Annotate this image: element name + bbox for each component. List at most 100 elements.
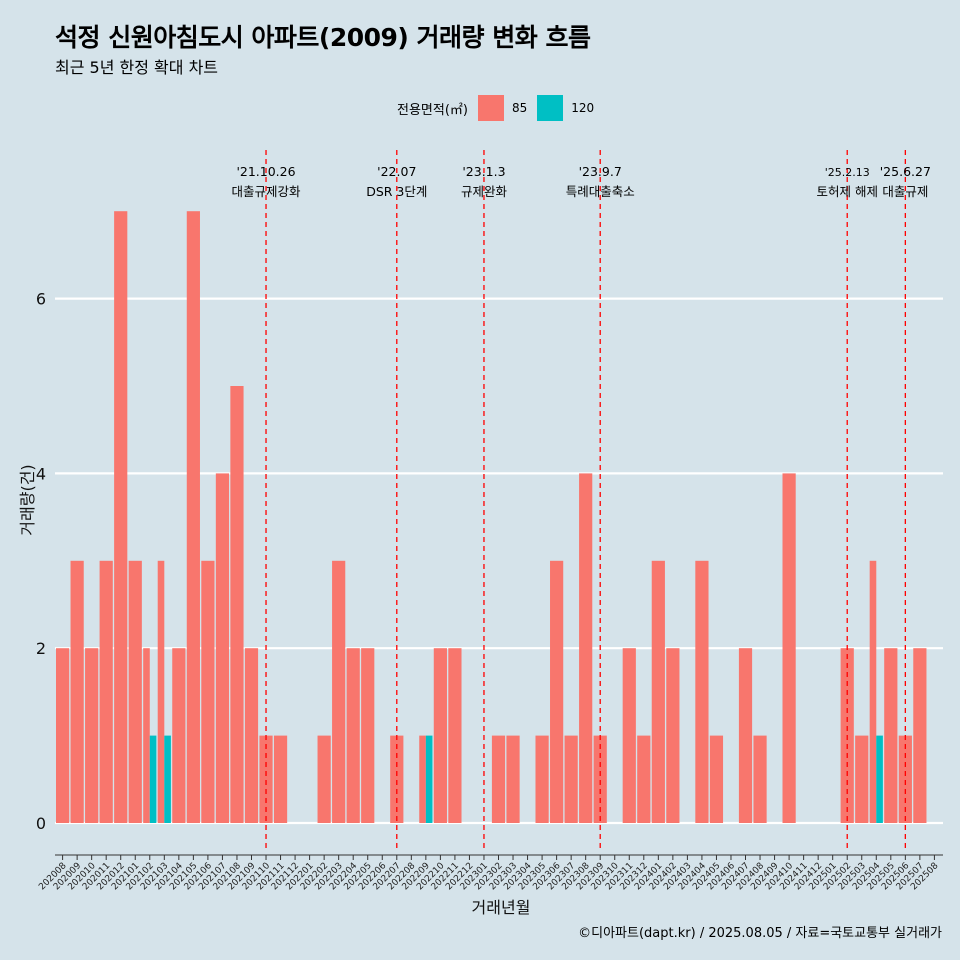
bar-85: [448, 648, 462, 823]
bar-85: [884, 648, 898, 823]
x-tick-label: 202308: [560, 861, 592, 893]
x-tick-label: 202012: [95, 861, 126, 892]
x-tick-label: 202407: [720, 861, 751, 892]
x-tick-label: 202102: [125, 861, 156, 892]
x-tick-label: 202212: [444, 861, 475, 892]
legend-title: 전용면적(㎡): [397, 102, 468, 118]
x-tick-label: 202402: [648, 861, 679, 892]
event-date: '25.6.27: [880, 164, 931, 179]
source-caption: ©디아파트(dapt.kr) / 2025.08.05 / 자료=국토교통부 실…: [578, 926, 942, 941]
chart-title: 석정 신원아침도시 아파트(2009) 거래량 변화 흐름: [55, 23, 591, 52]
x-axis-title: 거래년월: [472, 898, 531, 917]
x-tick-label: 202309: [575, 861, 607, 893]
bar-85: [622, 648, 636, 823]
bar-85: [913, 648, 927, 823]
event-label: 규제완화: [461, 184, 508, 199]
x-tick-label: 202008: [37, 861, 69, 893]
x-tick-label: 202210: [415, 861, 447, 893]
x-tick-label: 202506: [880, 861, 912, 893]
x-tick-label: 202310: [589, 861, 621, 893]
y-tick-label: 4: [36, 464, 46, 483]
bar-85: [346, 648, 360, 823]
bar-85: [738, 648, 753, 823]
bar-85: [898, 735, 912, 823]
x-tick-label: 202303: [488, 861, 519, 892]
x-tick-label: 202410: [764, 861, 796, 893]
x-tick-label: 202504: [851, 861, 883, 893]
bar-85: [390, 735, 404, 823]
bar-120: [149, 735, 157, 823]
x-tick-label: 202403: [662, 861, 693, 892]
event-date: '23.1.3: [462, 164, 505, 179]
bar-85: [564, 735, 578, 823]
x-tick-label: 202412: [793, 861, 824, 892]
bar-85: [201, 560, 215, 823]
x-tick-label: 202110: [241, 861, 273, 893]
legend: 전용면적(㎡) 85 120: [397, 94, 594, 122]
event-label: 대출규제: [882, 184, 928, 199]
event-label: 특례대출축소: [566, 184, 635, 199]
bar-85: [99, 560, 113, 823]
bar-85: [172, 648, 186, 823]
bar-85: [840, 648, 854, 823]
x-tick-label: 202204: [328, 861, 360, 893]
x-tick-label: 202202: [299, 861, 330, 892]
legend-swatch-120: [537, 95, 564, 121]
bar-85: [506, 735, 520, 823]
bar-85: [143, 648, 150, 823]
bar-120: [876, 735, 883, 823]
x-tick-label: 202104: [154, 861, 186, 893]
y-tick-label: 6: [36, 290, 46, 309]
x-tick-label: 202411: [778, 861, 809, 892]
bar-85: [186, 211, 200, 823]
x-tick-label: 202211: [430, 861, 461, 892]
event-date: '22.07: [377, 164, 416, 179]
y-tick-label: 2: [36, 639, 46, 658]
x-tick-label: 202107: [197, 861, 228, 892]
bar-85: [157, 560, 165, 823]
bar-85: [85, 648, 99, 823]
x-tick-label: 202507: [895, 861, 926, 892]
event-label: DSR 3단계: [366, 184, 427, 199]
bar-85: [579, 473, 593, 823]
x-tick-label: 202401: [633, 861, 664, 892]
y-tick-label: 0: [36, 814, 46, 833]
x-tick-label: 202010: [66, 861, 98, 893]
x-tick-label: 202406: [706, 861, 738, 893]
bar-85: [128, 560, 142, 823]
x-tick-label: 202306: [531, 861, 563, 893]
bar-85: [651, 560, 665, 823]
bar-85: [535, 735, 549, 823]
bar-85: [332, 560, 346, 823]
x-tick-label: 202209: [401, 861, 433, 893]
legend-swatch-85: [477, 95, 504, 121]
x-tick-label: 202304: [502, 861, 534, 893]
bar-85: [709, 735, 724, 823]
bar-85: [215, 473, 230, 823]
x-tick-label: 202409: [749, 861, 781, 893]
chart-subtitle: 최근 5년 한정 확대 차트: [55, 58, 219, 77]
bar-85: [782, 473, 796, 823]
x-tick-label: 202009: [52, 861, 84, 893]
bar-85: [244, 648, 259, 823]
bar-120: [164, 735, 171, 823]
bar-85: [550, 560, 564, 823]
bar-85: [637, 735, 651, 823]
bar-85: [114, 211, 128, 823]
bar-85: [259, 735, 273, 823]
x-tick-label: 202206: [357, 861, 389, 893]
x-tick-label: 202502: [822, 861, 853, 892]
x-tick-label: 202203: [313, 861, 344, 892]
bar-85: [593, 735, 607, 823]
x-tick-label: 202305: [517, 861, 548, 892]
bar-85: [433, 648, 447, 823]
x-tick-label: 202302: [473, 861, 504, 892]
bar-85: [695, 560, 709, 823]
bar-85: [419, 735, 426, 823]
bar-85: [56, 648, 70, 823]
bar-120: [425, 735, 433, 823]
bar-85: [273, 735, 288, 823]
legend-label-120: 120: [571, 101, 595, 115]
x-tick-label: 202301: [459, 861, 490, 892]
